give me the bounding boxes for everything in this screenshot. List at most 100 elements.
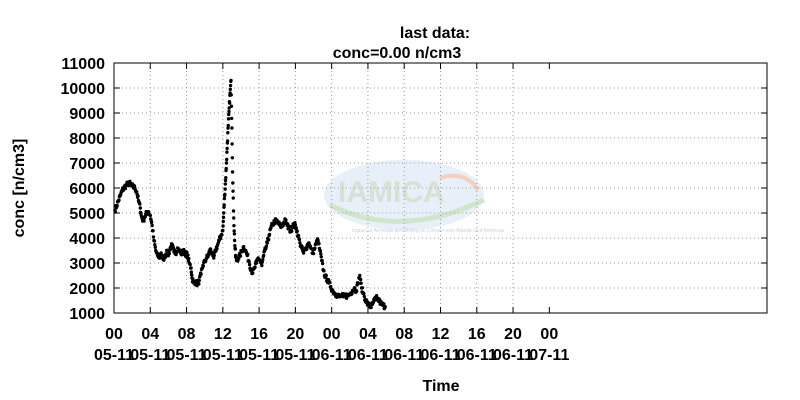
data-point — [253, 265, 257, 269]
y-axis: 1000 2000 3000 4000 5000 6000 7000 8000 9000 1000… — [61, 56, 767, 323]
data-point — [298, 241, 302, 245]
data-point — [267, 232, 272, 237]
x-tick-label-time: 04 — [141, 326, 159, 343]
data-point — [150, 223, 154, 228]
data-point — [229, 78, 233, 83]
data-point — [224, 161, 229, 165]
x-tick-label-time: 20 — [286, 326, 304, 343]
data-point — [230, 156, 235, 160]
data-point — [223, 178, 228, 183]
data-point — [134, 190, 139, 194]
data-point — [232, 232, 237, 236]
data-point — [232, 229, 236, 233]
data-point — [223, 187, 227, 191]
watermark-tagline: Impact of Aerosols and Mixing on Climate… — [352, 228, 505, 234]
x-tick-label-time: 20 — [504, 326, 522, 343]
data-point — [232, 216, 236, 220]
data-point — [265, 241, 269, 245]
x-tick-label-time: 08 — [395, 326, 413, 343]
data-point — [197, 282, 201, 286]
data-point — [190, 273, 194, 277]
data-point — [319, 255, 323, 259]
data-point — [188, 262, 192, 267]
data-point — [293, 223, 298, 227]
data-point — [354, 289, 359, 294]
x-tick-label-date: 05-11 — [94, 347, 134, 364]
data-point — [229, 116, 234, 121]
x-tick-label-date: 06-11 — [312, 347, 352, 364]
data-point — [362, 292, 366, 296]
data-point — [231, 209, 236, 213]
data-point — [261, 253, 266, 258]
data-point — [329, 285, 333, 289]
x-tick-label-date: 06-11 — [457, 347, 497, 364]
data-point — [287, 224, 292, 229]
data-point — [162, 258, 166, 262]
data-point — [189, 266, 193, 270]
data-point — [228, 83, 233, 88]
x-tick-label-date: 06-11 — [493, 347, 533, 364]
data-point — [221, 215, 226, 220]
data-point — [382, 302, 386, 306]
data-point — [115, 204, 119, 208]
data-point — [117, 198, 121, 202]
x-tick-label-date: 05-11 — [167, 347, 207, 364]
data-point — [224, 157, 229, 162]
data-point — [221, 228, 225, 233]
data-point — [226, 131, 230, 135]
y-tick-label: 3000 — [69, 256, 105, 273]
y-tick-label: 10000 — [61, 81, 106, 98]
x-tick-label-time: 00 — [105, 326, 123, 343]
x-tick-label-time: 08 — [178, 326, 196, 343]
data-point — [229, 93, 233, 97]
data-point — [353, 286, 357, 290]
data-point — [225, 150, 229, 154]
data-point — [320, 259, 324, 263]
data-point — [221, 224, 225, 228]
y-tick-label: 7000 — [69, 156, 105, 173]
data-point — [273, 221, 277, 226]
data-point — [350, 291, 354, 296]
data-point — [212, 256, 216, 260]
data-point — [138, 202, 142, 206]
chart-title-line2: conc=0.00 n/cm3 — [333, 45, 462, 62]
watermark-logo: IAMICA Impact of Aerosols and Mixing on … — [324, 160, 505, 234]
data-point — [208, 247, 213, 251]
x-tick-label-time: 16 — [250, 326, 268, 343]
data-point — [152, 239, 157, 243]
data-point — [307, 241, 311, 245]
data-point — [151, 229, 155, 233]
data-point — [358, 277, 363, 282]
data-point — [233, 243, 237, 248]
data-point — [290, 229, 294, 233]
data-point — [227, 112, 231, 117]
data-point — [215, 247, 219, 251]
data-point — [153, 245, 157, 249]
data-point — [285, 222, 290, 226]
data-point — [174, 252, 178, 257]
data-point — [136, 194, 140, 198]
data-point — [237, 257, 241, 261]
data-point — [226, 123, 230, 128]
data-point — [223, 182, 228, 186]
data-point — [167, 252, 172, 256]
data-point — [358, 273, 362, 278]
data-point — [383, 305, 387, 309]
data-point — [123, 186, 128, 191]
watermark-swoosh — [328, 197, 486, 224]
data-point — [231, 189, 235, 193]
x-tick-label-time: 00 — [323, 326, 341, 343]
data-point — [222, 203, 226, 207]
data-point — [241, 245, 246, 249]
data-point — [189, 270, 194, 274]
data-point — [230, 126, 234, 130]
data-point — [228, 87, 233, 92]
x-tick-label-date: 07-11 — [529, 347, 569, 364]
x-tick-label-date: 05-11 — [203, 347, 243, 364]
x-tick-label-date: 06-11 — [348, 347, 388, 364]
data-point — [232, 238, 237, 243]
data-point — [151, 235, 156, 239]
y-tick-label: 2000 — [69, 281, 105, 298]
data-point — [226, 117, 231, 121]
x-tick-label-time: 00 — [540, 326, 558, 343]
